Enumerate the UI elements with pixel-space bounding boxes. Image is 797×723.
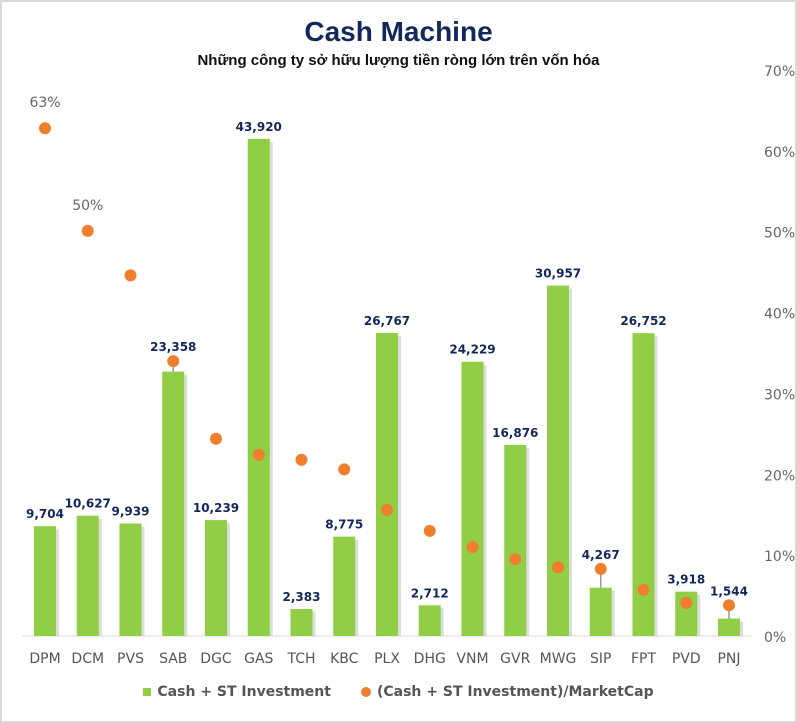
dot-dpm [39, 122, 51, 135]
right-tick-label: 20% [764, 468, 795, 484]
dot-value-label: 50% [72, 198, 103, 214]
right-tick-label: 50% [764, 226, 795, 242]
dot-dcm [81, 224, 94, 237]
dot-vnm [466, 541, 479, 554]
bar-vnm [461, 361, 484, 636]
category-label: SIP [590, 651, 611, 667]
category-label: DGC [200, 651, 232, 667]
dot-pvs [124, 269, 137, 282]
bar-gas [247, 138, 270, 636]
legend-dot-swatch [360, 687, 371, 697]
bar-value-label: 24,229 [449, 343, 495, 357]
dot-sab [167, 355, 180, 368]
bar-value-label: 26,767 [364, 314, 410, 328]
legend-label-ratio: (Cash + ST Investment)/MarketCap [376, 684, 654, 700]
dot-value-label: 63% [29, 95, 60, 111]
legend-bar-swatch [143, 688, 152, 696]
dot-dhg [423, 524, 436, 537]
bar-pnj [718, 618, 740, 636]
bar-dcm [76, 515, 99, 636]
bar-plx [376, 332, 398, 636]
bar-value-label: 1,544 [710, 584, 748, 598]
right-tick-label: 0% [764, 630, 786, 646]
bar-value-label: 10,239 [193, 501, 239, 515]
dot-pvd [680, 596, 693, 609]
category-label: GVR [500, 651, 530, 667]
dot-tch [295, 453, 308, 466]
category-label: PNJ [717, 651, 740, 667]
category-label: DCM [71, 651, 104, 667]
dot-gvr [509, 553, 522, 566]
category-label: DHG [414, 651, 446, 667]
bar-value-label: 30,957 [535, 267, 581, 281]
bar-value-label: 23,358 [150, 340, 196, 354]
dot-dgc [210, 432, 222, 445]
bar-value-label: 3,918 [667, 573, 705, 587]
chart-subtitle: Những công ty sở hữu lượng tiền ròng lớn… [197, 52, 600, 69]
category-label: PVD [672, 651, 701, 667]
legend-item-ratio: (Cash + ST Investment)/MarketCap [360, 684, 654, 700]
legend-label-cash: Cash + ST Investment [157, 684, 331, 700]
legend: Cash + ST Investment (Cash + ST Investme… [0, 684, 797, 700]
category-label: TCH [286, 651, 315, 667]
right-tick-label: 30% [764, 387, 795, 403]
bar-value-label: 2,712 [411, 586, 449, 600]
bar-gvr [504, 444, 527, 636]
category-label: DPM [29, 651, 60, 667]
right-tick-label: 60% [764, 145, 795, 161]
category-label: PVS [117, 651, 144, 667]
legend-item-cash: Cash + ST Investment [143, 684, 331, 700]
bar-value-label: 26,752 [620, 314, 666, 328]
bar-fpt [632, 333, 655, 636]
bar-sab [162, 371, 185, 636]
bar-dgc [205, 520, 227, 636]
category-label: SAB [159, 651, 187, 667]
dot-pnj [723, 599, 735, 612]
bar-value-label: 9,704 [26, 507, 64, 521]
bar-kbc [333, 536, 356, 636]
bar-mwg [547, 285, 569, 636]
right-tick-label: 70% [764, 64, 795, 80]
bar-pvs [119, 523, 142, 636]
bar-value-label: 10,627 [65, 497, 111, 511]
right-tick-label: 40% [764, 307, 795, 323]
category-label: KBC [330, 651, 359, 667]
dot-mwg [552, 561, 564, 574]
bar-dhg [418, 605, 441, 636]
bar-value-label: 16,876 [492, 426, 538, 440]
dot-kbc [338, 463, 351, 476]
chart-title: Cash Machine [304, 16, 493, 47]
bar-value-label: 43,920 [236, 120, 282, 134]
bar-tch [290, 609, 313, 636]
bar-dpm [34, 526, 56, 636]
dot-fpt [637, 583, 650, 596]
bar-value-label: 4,267 [582, 548, 620, 562]
category-label: FPT [631, 651, 656, 667]
category-label: VNM [456, 651, 488, 667]
dot-plx [381, 503, 393, 516]
bar-value-label: 2,383 [283, 590, 321, 604]
category-label: GAS [244, 651, 273, 667]
category-label: PLX [374, 651, 400, 667]
right-tick-label: 10% [764, 549, 795, 565]
dot-sip [594, 562, 607, 575]
dot-gas [252, 448, 265, 461]
bar-sip [589, 587, 612, 636]
category-label: MWG [540, 651, 577, 667]
bar-value-label: 8,775 [325, 518, 363, 532]
bar-value-label: 9,939 [112, 504, 150, 518]
